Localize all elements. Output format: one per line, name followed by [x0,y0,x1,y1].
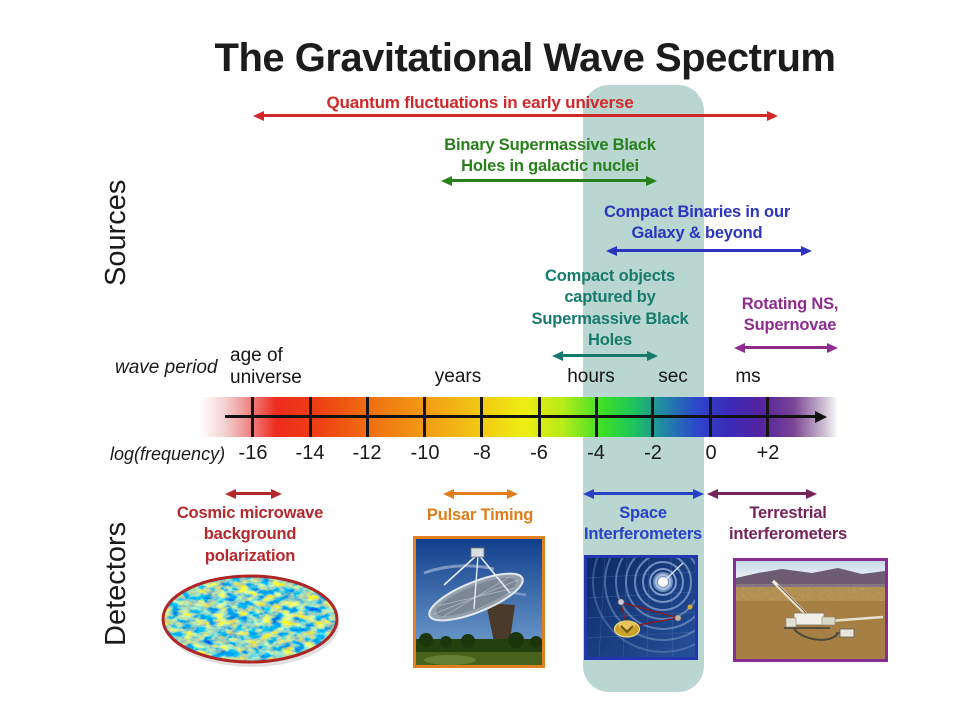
detector-range-arrow-space-interferometers [593,492,694,495]
source-label-compact-objects-captured: Compact objects captured by Supermassive… [531,267,689,350]
detector-range-arrow-cmb [235,492,272,495]
freq-tick-label: -4 [587,442,605,464]
freq-tick-label: -6 [530,442,548,464]
period-tick-age-of-universe: age of universe [230,345,302,388]
freq-tick-label: 0 [705,442,717,464]
sources-axis-label: Sources [100,179,132,287]
source-range-arrow-rotating-ns-supernovae [744,346,828,349]
source-range-arrow-compact-binaries [616,249,802,252]
radio-telescope-photo [413,536,545,668]
freq-tick-label: -14 [295,442,325,464]
source-label-binary-smbh: Binary Supermassive Black Holes in galac… [444,136,656,176]
observatory-aerial-photo [733,558,888,662]
period-tick-ms: ms [735,366,761,387]
log-frequency-axis-label: log(frequency) [110,444,226,464]
detector-label-terrestrial-interferometers: Terrestrial interferometers [728,504,848,544]
detector-range-arrow-terrestrial-interferometers [717,492,807,495]
page-title: The Gravitational Wave Spectrum [214,36,836,80]
cmb-sky-map [160,570,342,670]
detector-range-arrow-pulsar-timing [453,492,508,495]
source-label-rotating-ns-supernovae: Rotating NS, Supernovae [741,295,839,335]
freq-tick-label: -2 [644,442,662,464]
source-range-arrow-compact-objects-captured [562,354,648,357]
period-tick-sec: sec [658,366,688,387]
period-tick-years: years [434,366,482,387]
detector-label-cmb: Cosmic microwave background polarization [176,504,324,565]
wave-period-axis-label: wave period [115,357,218,378]
freq-tick-label: -12 [352,442,382,464]
freq-tick-label: -10 [410,442,440,464]
detector-label-pulsar-timing: Pulsar Timing [426,506,534,524]
freq-tick-label: -16 [238,442,268,464]
space-interferometer-artwork [584,555,698,660]
source-range-arrow-quantum-fluctuations [263,114,768,117]
frequency-axis-arrow [225,415,816,418]
freq-tick-label: +2 [756,442,780,464]
freq-tick-label: -8 [473,442,491,464]
source-label-quantum-fluctuations: Quantum fluctuations in early universe [326,93,634,112]
detector-label-space-interferometers: Space Interferometers [583,504,703,544]
detectors-axis-label: Detectors [100,521,132,647]
period-tick-hours: hours [567,366,615,387]
source-label-compact-binaries: Compact Binaries in our Galaxy & beyond [603,203,791,243]
source-range-arrow-binary-smbh [451,179,647,182]
